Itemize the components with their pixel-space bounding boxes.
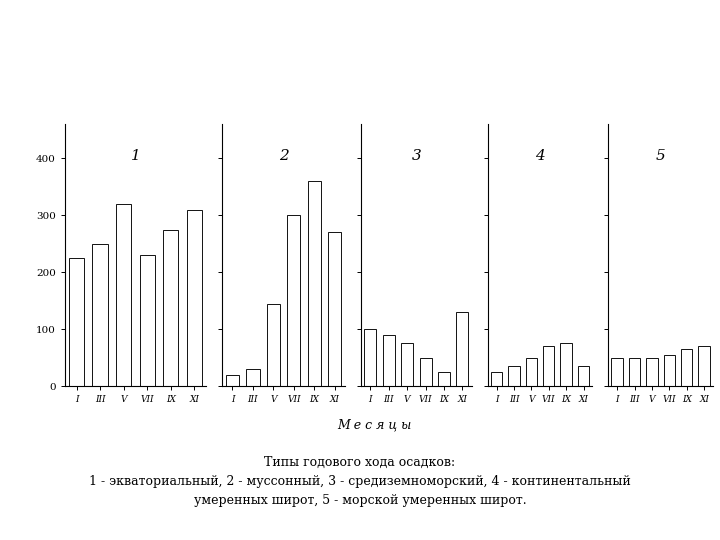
Bar xyxy=(364,329,377,386)
Bar xyxy=(163,230,179,386)
Text: 5: 5 xyxy=(656,148,665,163)
Bar xyxy=(328,232,341,386)
Bar xyxy=(92,244,108,386)
Bar xyxy=(140,255,155,386)
Bar xyxy=(560,343,572,386)
Bar xyxy=(307,181,321,386)
Bar xyxy=(578,366,589,386)
Bar xyxy=(69,258,84,386)
Text: 1: 1 xyxy=(130,148,140,163)
Bar xyxy=(647,357,657,386)
Bar xyxy=(664,355,675,386)
Bar xyxy=(508,366,520,386)
Text: 3: 3 xyxy=(412,148,421,163)
Bar xyxy=(491,372,503,386)
Bar xyxy=(456,312,469,386)
Text: М е с я ц ы: М е с я ц ы xyxy=(337,418,412,431)
Text: Типы годового хода осадков:
1 - экваториальный, 2 - муссонный, 3 - средиземномор: Типы годового хода осадков: 1 - экватори… xyxy=(89,456,631,507)
Bar xyxy=(629,357,640,386)
Bar xyxy=(116,204,131,386)
Bar xyxy=(420,357,431,386)
Bar xyxy=(226,375,239,386)
Bar xyxy=(543,346,554,386)
Bar xyxy=(438,372,450,386)
Bar xyxy=(611,357,623,386)
Bar xyxy=(266,303,280,386)
Bar xyxy=(681,349,693,386)
Bar xyxy=(698,346,710,386)
Bar xyxy=(401,343,413,386)
Bar xyxy=(246,369,259,386)
Text: 2: 2 xyxy=(279,148,289,163)
Bar xyxy=(383,335,395,386)
Bar xyxy=(287,215,300,386)
Bar xyxy=(186,210,202,386)
Bar xyxy=(526,357,537,386)
Text: 4: 4 xyxy=(535,148,545,163)
